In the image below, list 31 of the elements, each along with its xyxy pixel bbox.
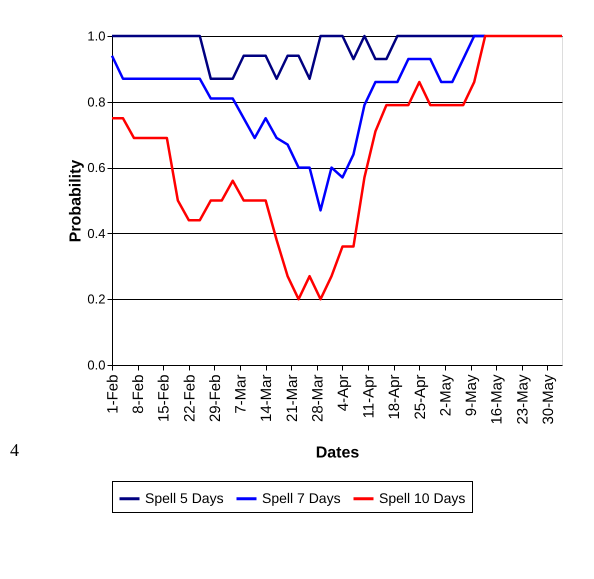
x-tick-label: 15-Feb bbox=[156, 374, 173, 422]
y-tick-label: 0.4 bbox=[87, 226, 106, 241]
y-tick-label: 0.8 bbox=[87, 94, 106, 110]
y-tick-label: 0.0 bbox=[87, 358, 106, 372]
y-tick-label: 0.6 bbox=[87, 160, 106, 176]
x-tick-label: 9-May bbox=[463, 374, 480, 416]
x-axis-title: Dates bbox=[316, 444, 360, 462]
legend-label: Spell 10 Days bbox=[379, 490, 466, 506]
x-tick-label: 14-Mar bbox=[258, 374, 276, 422]
x-tick-label: 1-Feb bbox=[104, 374, 122, 414]
x-tick-label: 28-Mar bbox=[309, 374, 326, 422]
x-tick-label: 4-Apr bbox=[334, 374, 352, 412]
x-tick-label: 11-Apr bbox=[360, 374, 378, 418]
x-tick-label: 21-Mar bbox=[284, 374, 301, 422]
x-tick-label: 18-Apr bbox=[386, 374, 404, 420]
legend-label: Spell 7 Days bbox=[262, 490, 341, 506]
y-tick-label: 0.2 bbox=[87, 292, 106, 307]
y-axis-title: Probability bbox=[67, 160, 84, 242]
x-tick-label: 22-Feb bbox=[181, 374, 198, 422]
line-series bbox=[110, 34, 486, 212]
text: 4 bbox=[10, 440, 19, 460]
x-tick-label: 25-Apr bbox=[412, 374, 429, 420]
x-tick-label: 2-May bbox=[437, 374, 454, 416]
x-tick-label: 7-Mar bbox=[232, 374, 250, 414]
x-tick-label: 16-May bbox=[488, 374, 506, 425]
legend-label: Spell 5 Days bbox=[145, 490, 224, 506]
x-tick-label: 29-Feb bbox=[206, 374, 224, 422]
x-tick-label: 30-May bbox=[540, 374, 557, 425]
y-tick-label: 1.0 bbox=[87, 28, 106, 44]
x-tick-label: 23-May bbox=[514, 374, 532, 425]
x-tick-label: 8-Feb bbox=[130, 374, 148, 414]
